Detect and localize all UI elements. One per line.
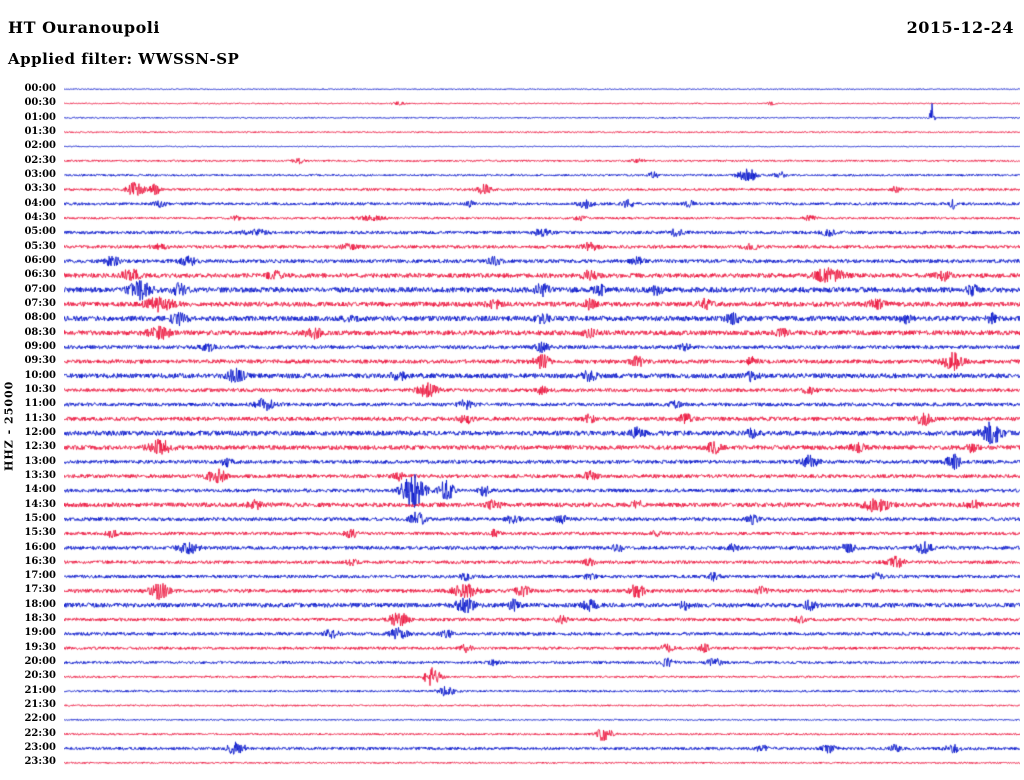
time-label: 15:30	[24, 527, 56, 539]
time-label: 02:00	[24, 140, 56, 152]
time-label: 10:30	[24, 383, 56, 395]
filter-label: Applied filter: WWSSN-SP	[8, 50, 240, 68]
time-label: 07:30	[24, 297, 56, 309]
station-title: HT Ouranoupoli	[8, 18, 160, 37]
time-label: 11:30	[24, 412, 56, 424]
time-label: 23:00	[24, 742, 56, 754]
time-label: 08:30	[24, 326, 56, 338]
date-label: 2015-12-24	[906, 18, 1014, 37]
time-label: 21:30	[24, 699, 56, 711]
time-label: 09:30	[24, 355, 56, 367]
time-label: 02:30	[24, 154, 56, 166]
time-label: 10:00	[24, 369, 56, 381]
time-label: 16:00	[24, 541, 56, 553]
time-label: 14:30	[24, 498, 56, 510]
time-label: 00:30	[24, 97, 56, 109]
time-label: 06:00	[24, 254, 56, 266]
time-label: 01:30	[24, 125, 56, 137]
time-label: 08:00	[24, 312, 56, 324]
header: HT Ouranoupoli 2015-12-24	[8, 18, 1014, 37]
time-label: 12:30	[24, 441, 56, 453]
time-label: 18:00	[24, 598, 56, 610]
time-label: 22:00	[24, 713, 56, 725]
time-label: 17:00	[24, 570, 56, 582]
time-axis: 00:00 00:30 01:00 01:30 02:00 02:30 03:00 03:30…	[18, 82, 60, 770]
time-label: 07:00	[24, 283, 56, 295]
time-label: 18:30	[24, 613, 56, 625]
time-label: 21:00	[24, 684, 56, 696]
time-label: 11:00	[24, 398, 56, 410]
time-label: 13:30	[24, 469, 56, 481]
time-label: 04:30	[24, 211, 56, 223]
seismogram-traces	[64, 82, 1020, 770]
time-label: 03:00	[24, 168, 56, 180]
channel-scale-label: HHZ - 25000	[2, 380, 16, 472]
time-label: 19:00	[24, 627, 56, 639]
time-label: 20:00	[24, 656, 56, 668]
time-label: 09:00	[24, 340, 56, 352]
time-label: 05:00	[24, 226, 56, 238]
time-label: 23:30	[24, 756, 56, 768]
time-label: 12:00	[24, 426, 56, 438]
time-label: 14:00	[24, 484, 56, 496]
time-label: 20:30	[24, 670, 56, 682]
time-label: 19:30	[24, 641, 56, 653]
time-label: 22:30	[24, 727, 56, 739]
time-label: 17:30	[24, 584, 56, 596]
time-label: 16:30	[24, 555, 56, 567]
time-label: 05:30	[24, 240, 56, 252]
time-label: 15:00	[24, 512, 56, 524]
time-label: 03:30	[24, 183, 56, 195]
time-label: 00:00	[24, 83, 56, 94]
time-label: 04:00	[24, 197, 56, 209]
time-label: 06:30	[24, 269, 56, 281]
time-label: 13:00	[24, 455, 56, 467]
time-label: 01:00	[24, 111, 56, 123]
